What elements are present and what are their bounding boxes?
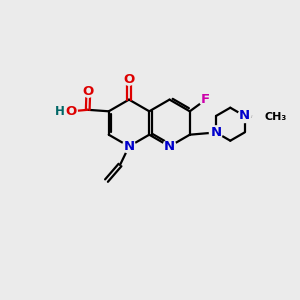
Circle shape (82, 85, 94, 97)
Circle shape (238, 110, 251, 122)
Circle shape (54, 106, 65, 117)
Text: N: N (239, 110, 250, 122)
Text: N: N (210, 126, 222, 139)
Text: O: O (66, 105, 77, 118)
Text: H: H (55, 105, 65, 118)
Text: O: O (123, 73, 135, 86)
Circle shape (65, 105, 77, 117)
Text: F: F (201, 93, 210, 106)
Text: O: O (83, 85, 94, 98)
Text: CH₃: CH₃ (265, 112, 287, 122)
Circle shape (123, 73, 135, 85)
Circle shape (253, 109, 269, 126)
Circle shape (163, 140, 176, 153)
Circle shape (200, 94, 211, 106)
Text: N: N (123, 140, 135, 153)
Circle shape (122, 140, 136, 153)
Circle shape (209, 126, 223, 139)
Text: N: N (164, 140, 175, 153)
